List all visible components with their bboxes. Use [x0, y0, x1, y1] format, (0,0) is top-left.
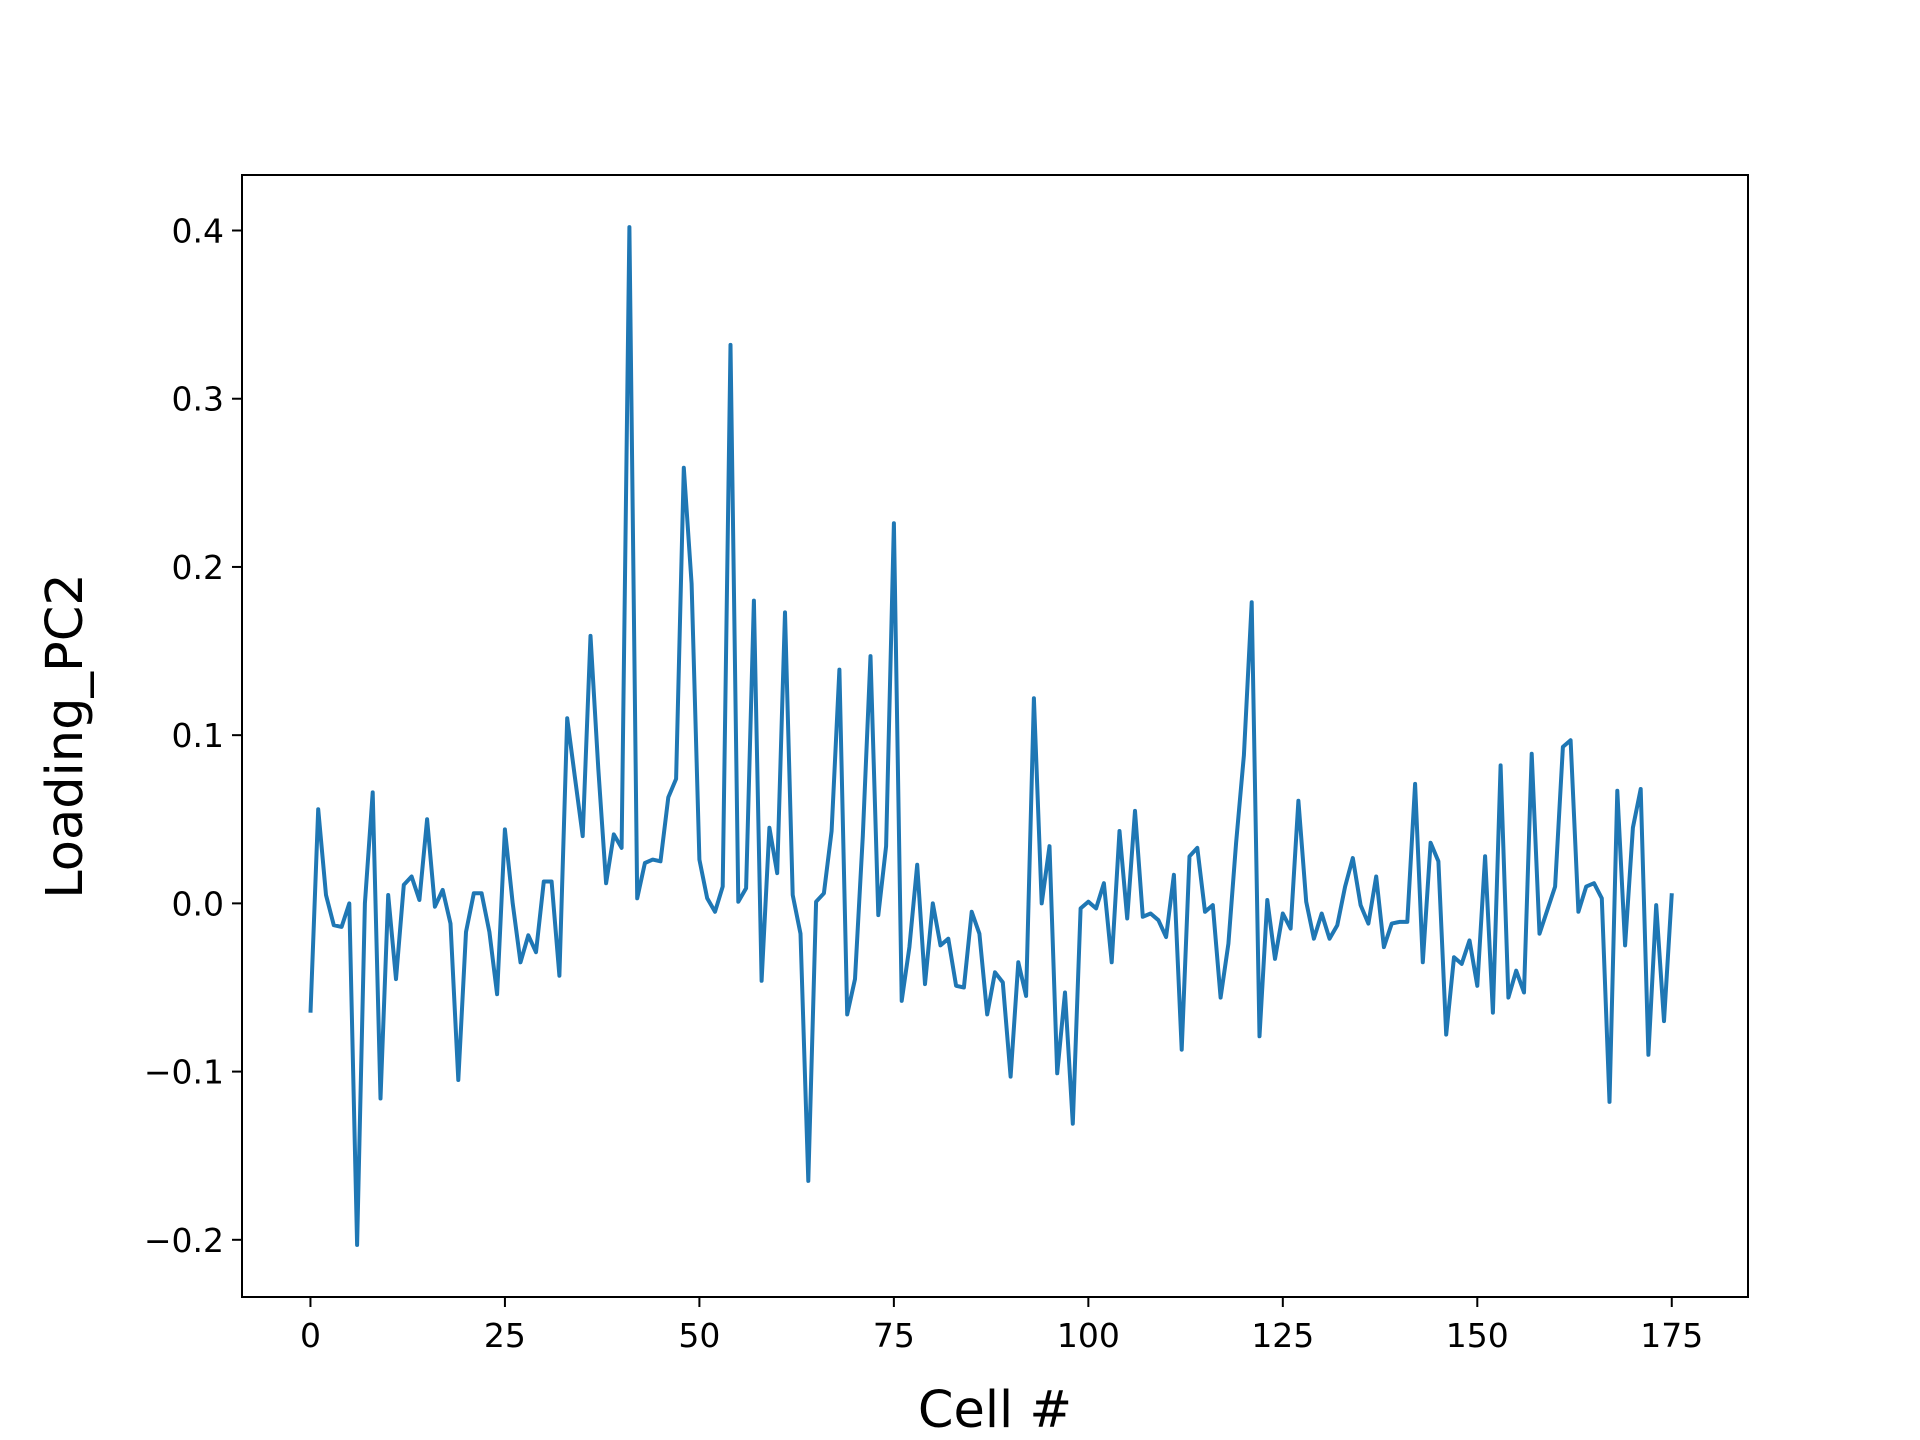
x-axis: 0 25 50 75 100 125 150 175	[300, 1297, 1703, 1355]
series-line-0	[308, 225, 1674, 1247]
y-tick-label: 0.2	[172, 548, 224, 587]
y-tick-label: 0.3	[172, 380, 224, 419]
y-tick-label: −0.1	[144, 1053, 224, 1092]
y-tick-label: −0.2	[144, 1221, 224, 1260]
x-tick-label: 0	[300, 1316, 321, 1355]
plot-area	[308, 225, 1674, 1247]
x-tick-label: 150	[1446, 1316, 1509, 1355]
x-tick-label: 125	[1251, 1316, 1314, 1355]
y-tick-label: 0.1	[172, 716, 224, 755]
x-axis-title: Cell #	[918, 1381, 1072, 1440]
y-axis: −0.2 −0.1 0.0 0.1 0.2 0.3 0.4	[144, 212, 242, 1260]
x-tick-label: 100	[1057, 1316, 1120, 1355]
y-axis-title: Loading_PC2	[36, 573, 95, 899]
x-tick-label: 50	[678, 1316, 720, 1355]
x-tick-label: 175	[1640, 1316, 1703, 1355]
axes-frame	[241, 174, 1749, 1298]
y-tick-label: 0.4	[172, 212, 224, 251]
x-tick-label: 75	[873, 1316, 915, 1355]
x-tick-label: 25	[484, 1316, 526, 1355]
y-tick-label: 0.0	[172, 884, 224, 923]
